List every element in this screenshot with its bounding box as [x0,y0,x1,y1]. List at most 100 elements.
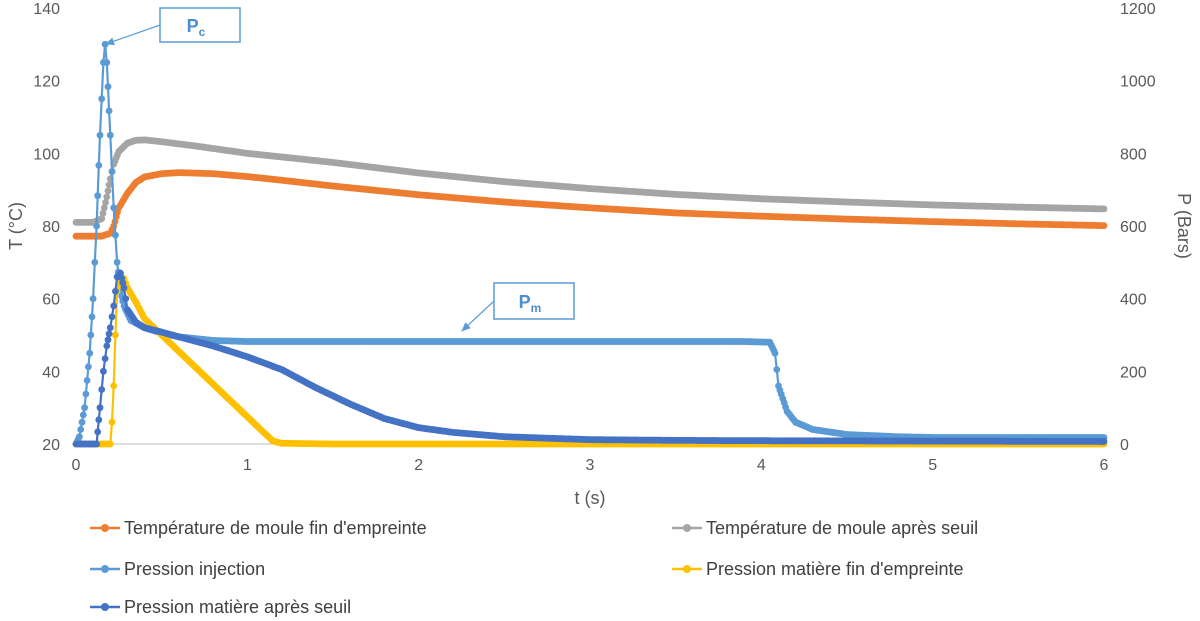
data-point [108,168,116,175]
x-tick-label: 5 [928,457,937,474]
x-axis-title: t (s) [575,488,606,508]
series-line [75,44,1104,445]
legend-item: Pression injection [90,559,265,579]
annotation-label: Pm [519,292,542,315]
y-right-tick-label: 200 [1120,364,1147,381]
data-point [94,192,102,200]
x-tick-label: 3 [586,457,595,474]
legend-item: Température de moule après seuil [672,518,978,538]
series-2 [72,40,1108,448]
data-point [93,440,100,448]
data-point [773,366,781,373]
data-point [1100,438,1108,445]
annotation-pc: Pc [104,7,241,46]
data-point [106,131,114,139]
data-point [104,336,112,344]
legend-label: Pression matière fin d'empreinte [706,559,964,579]
data-point [77,426,85,433]
y-left-tick-labels: 20 40 60 80 100 120 140 [33,1,60,454]
y-axis-left-title: T (°C) [6,202,26,250]
data-point [88,313,96,321]
data-point [108,313,116,321]
x-tick-label: 1 [243,457,252,474]
data-point [110,204,118,212]
y-right-tick-labels: 0 200 400 600 800 1000 1200 [1120,1,1156,454]
series-markers [72,169,1108,240]
annotation-pm: Pm [461,282,575,332]
series-markers [72,273,1108,448]
series-4 [72,269,1108,448]
data-point [93,222,100,230]
data-point [103,342,111,350]
legend-marker [683,524,691,532]
x-tick-label: 0 [72,457,81,474]
annotation-box [493,282,575,320]
y-left-tick-label: 20 [42,437,60,454]
legend-item: Température de moule fin d'empreinte [90,518,427,538]
x-tick-labels: 0 1 2 3 4 5 6 [72,457,1109,474]
legend-label: Température de moule après seuil [706,518,978,538]
data-point [86,349,94,357]
series-markers [72,40,1108,448]
data-point [112,288,119,295]
y-left-tick-label: 60 [42,292,60,309]
data-point [83,377,91,384]
x-tick-label: 4 [757,457,766,474]
data-point [101,355,109,362]
series-markers [72,136,1108,226]
data-point [98,386,106,393]
data-point [103,59,111,66]
data-point [112,231,119,239]
data-point [105,330,113,338]
legend-label: Température de moule fin d'empreinte [124,518,427,538]
annotation-arrowhead [461,322,471,332]
legend-item: Pression matière fin d'empreinte [672,559,964,579]
y-left-tick-label: 100 [33,146,60,163]
series-0 [72,169,1108,240]
x-tick-label: 6 [1100,457,1109,474]
data-point [99,209,107,217]
legend-marker [101,603,109,611]
data-point [98,95,106,103]
legend-item: Pression matière après seuil [90,597,351,617]
data-point [110,382,118,390]
series-layer [72,40,1108,448]
data-point [103,193,111,201]
data-point [96,404,104,412]
data-point [110,302,118,310]
data-point [120,284,128,292]
data-point [85,363,92,371]
y-right-tick-label: 400 [1120,292,1147,309]
data-point [112,331,119,339]
y-right-tick-label: 800 [1120,146,1147,163]
data-point [95,162,103,169]
legend-label: Pression matière après seuil [124,597,351,617]
series-3 [72,273,1108,448]
annotation-layer: Pc Pm [104,7,575,332]
data-point [105,107,113,115]
data-point [89,295,97,303]
legend-marker [101,565,109,573]
annotation-arrowhead [105,37,115,46]
series-line [76,270,1104,446]
data-point [771,349,779,357]
x-tick-label: 2 [414,457,423,474]
y-left-tick-label: 80 [42,219,60,236]
series-markers [72,269,1108,448]
y-left-tick-label: 120 [33,74,60,91]
data-point [101,40,109,48]
y-left-tick-label: 40 [42,364,60,381]
annotation-arrow-line [104,24,161,45]
data-point [100,367,107,375]
data-point [78,418,86,426]
data-point [104,83,112,91]
data-point [76,433,83,441]
data-point [108,418,116,426]
data-point [95,416,103,424]
data-point [96,131,104,139]
legend-label: Pression injection [124,559,265,579]
data-point [102,199,109,206]
data-point [79,411,87,419]
axes: t (s) T (°C) P (Bars) [6,193,1194,508]
